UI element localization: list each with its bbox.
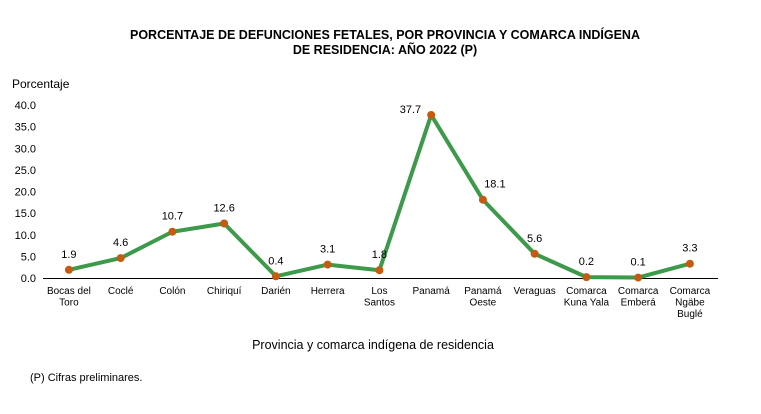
x-tick-label: Herrera bbox=[311, 286, 345, 297]
data-label: 10.7 bbox=[162, 211, 183, 223]
y-tick-label: 20.0 bbox=[15, 187, 36, 199]
data-point bbox=[530, 249, 539, 258]
chart-title-line-1: PORCENTAJE DE DEFUNCIONES FETALES, POR P… bbox=[130, 27, 640, 42]
data-point bbox=[271, 272, 280, 281]
x-tick-label: Comarca Emberá bbox=[618, 286, 659, 309]
x-tick-label: Comarca Kuna Yala bbox=[564, 286, 610, 309]
data-label: 5.6 bbox=[527, 233, 542, 245]
y-tick-label: 0.0 bbox=[21, 273, 36, 285]
y-tick-label: 40.0 bbox=[15, 100, 36, 112]
data-label: 3.3 bbox=[682, 243, 697, 255]
y-tick-label: 25.0 bbox=[15, 165, 36, 177]
data-point bbox=[168, 227, 177, 236]
y-tick-label: 15.0 bbox=[15, 208, 36, 220]
x-tick-label: Colón bbox=[159, 286, 185, 297]
data-label: 0.4 bbox=[268, 255, 283, 267]
data-label: 1.8 bbox=[372, 249, 387, 261]
data-label: 3.1 bbox=[320, 244, 335, 256]
x-tick-label: Coclé bbox=[108, 286, 134, 297]
x-tick-label: Comarca Ngäbe Buglé bbox=[670, 286, 711, 320]
y-tick-label: 30.0 bbox=[15, 143, 36, 155]
data-label: 0.1 bbox=[631, 257, 646, 269]
data-label: 18.1 bbox=[484, 179, 505, 191]
chart-title-line-2: DE RESIDENCIA: AÑO 2022 (P) bbox=[293, 42, 477, 57]
data-point bbox=[116, 254, 125, 263]
x-tick-label: Panamá Oeste bbox=[464, 286, 502, 309]
data-point bbox=[323, 260, 332, 269]
x-axis-label: Provincia y comarca indígena de residenc… bbox=[252, 338, 494, 352]
y-tick-label: 35.0 bbox=[15, 122, 36, 134]
x-tick-label: Darién bbox=[261, 286, 290, 297]
data-label: 37.7 bbox=[400, 104, 421, 116]
data-point bbox=[478, 195, 487, 204]
x-tick-label: Chiriquí bbox=[207, 286, 242, 297]
data-point bbox=[685, 259, 694, 268]
data-point bbox=[220, 219, 229, 228]
y-tick-label: 5.0 bbox=[21, 251, 36, 263]
data-label: 0.2 bbox=[579, 256, 594, 268]
x-tick-label: Bocas del Toro bbox=[47, 286, 91, 309]
data-label: 12.6 bbox=[213, 203, 234, 215]
data-point bbox=[427, 110, 436, 119]
data-point bbox=[64, 265, 73, 274]
y-axis-label: Porcentaje bbox=[12, 77, 70, 91]
x-tick-label: Panamá bbox=[413, 286, 451, 297]
data-point bbox=[582, 273, 591, 282]
data-label: 4.6 bbox=[113, 237, 128, 249]
y-tick-label: 10.0 bbox=[15, 230, 36, 242]
x-tick-label: Los Santos bbox=[364, 286, 395, 309]
x-tick-label: Veraguas bbox=[514, 286, 556, 297]
data-point bbox=[375, 266, 384, 275]
data-point bbox=[634, 273, 643, 282]
footnote: (P) Cifras preliminares. bbox=[30, 372, 142, 384]
data-label: 1.9 bbox=[61, 249, 76, 261]
